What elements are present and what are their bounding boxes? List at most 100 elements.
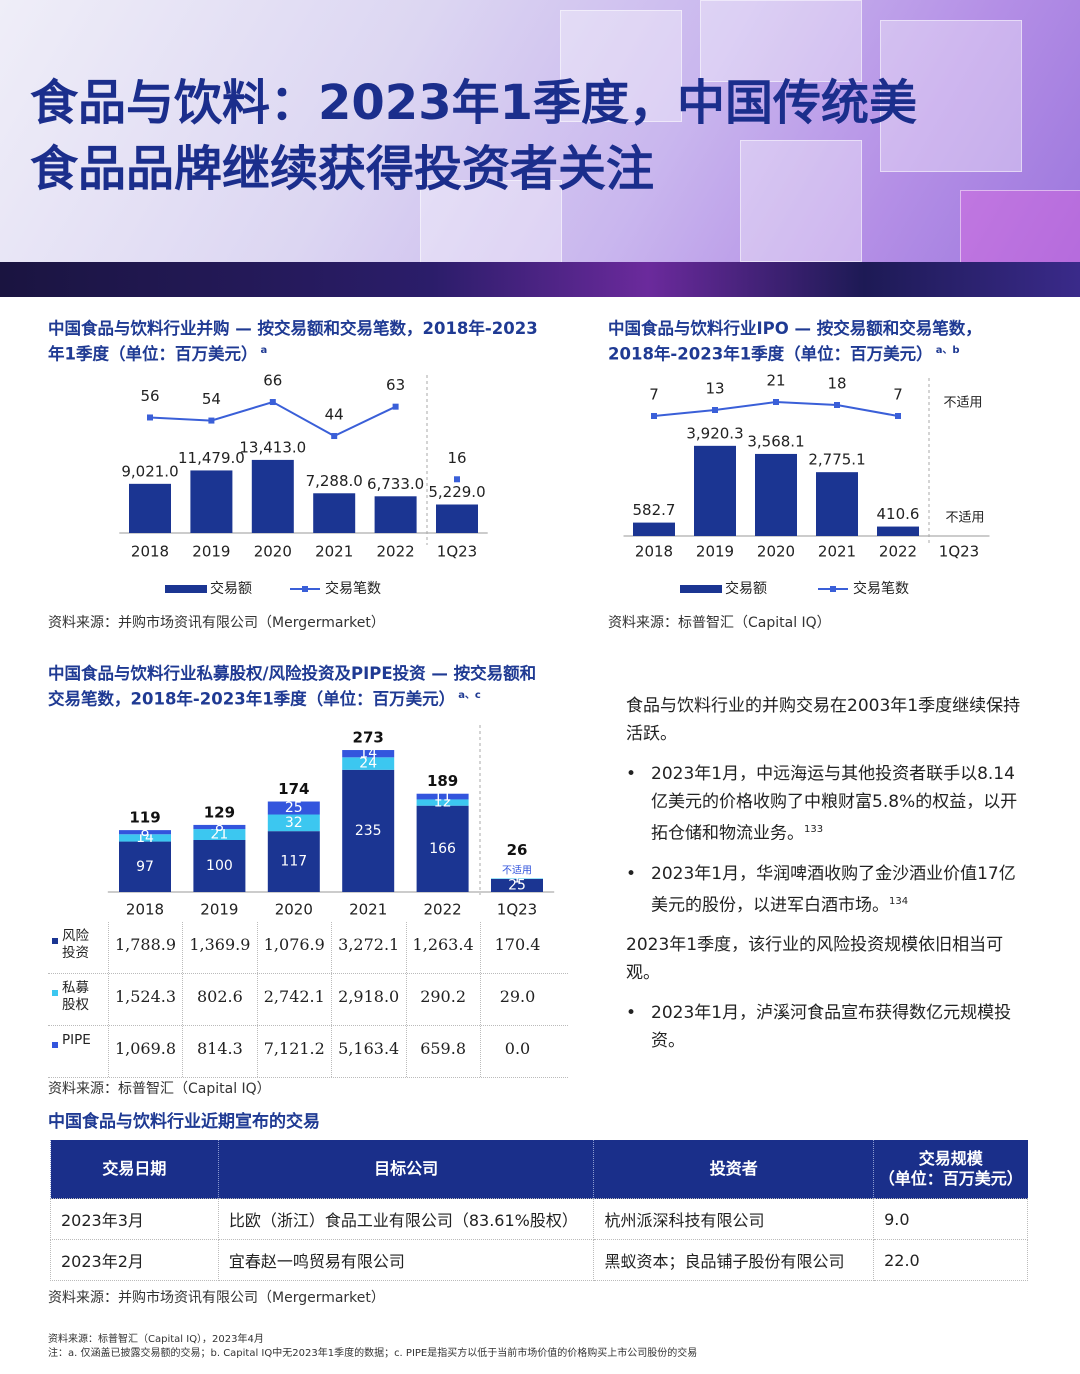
- x-tick-label: 2022: [424, 901, 462, 919]
- marker: [392, 403, 399, 410]
- x-tick-label: 2022: [377, 543, 415, 561]
- header-cell: 交易规模 （单位：百万美元）: [873, 1140, 1028, 1199]
- cell: 659.8: [405, 1026, 480, 1077]
- cell: 黑蚁资本；良品铺子股份有限公司: [593, 1239, 875, 1281]
- x-tick-label: 2021: [315, 543, 353, 561]
- bar: [374, 496, 417, 533]
- cell: 杭州派深科技有限公司: [593, 1198, 875, 1240]
- decoration: [880, 20, 1022, 172]
- value-label: 11,479.0: [178, 449, 245, 467]
- value-label: 3,568.1: [747, 432, 804, 450]
- decoration: [560, 10, 682, 122]
- value-label: 14: [359, 746, 377, 762]
- value-label: 410.6: [877, 505, 920, 523]
- footnote-ref: a、b: [935, 345, 960, 356]
- header-cell: 交易日期: [50, 1140, 219, 1199]
- x-tick-label: 2019: [696, 543, 734, 561]
- chart-title-text: 中国食品与饮料行业私募股权/风险投资及PIPE投资 — 按交易额和交易笔数，20…: [48, 664, 537, 709]
- cell: 1,076.9: [256, 922, 331, 973]
- marker: [895, 413, 901, 419]
- cell: 1,263.4: [405, 922, 480, 973]
- value-label: 100: [206, 858, 233, 874]
- cell: 802.6: [182, 974, 256, 1025]
- value-label: 不适用: [502, 864, 532, 876]
- header-cell: 目标公司: [217, 1140, 594, 1199]
- legend-swatch: [52, 1042, 58, 1048]
- marker: [773, 399, 779, 405]
- value-label: 不适用: [943, 396, 982, 411]
- marker: [269, 399, 276, 406]
- bullet-text: 2023年1月，中远海运与其他投资者联手以8.14亿美元的价格收购了中粮财富5.…: [651, 764, 1018, 844]
- cell: 2,918.0: [331, 974, 405, 1025]
- value-label: 44: [325, 406, 344, 424]
- row: 2023年3月 比欧（浙江）食品工业有限公司（83.61%股权） 杭州派深科技有…: [50, 1198, 1028, 1240]
- marker: [208, 417, 215, 424]
- bar-segment: [267, 814, 320, 832]
- footnote-ref: 133: [804, 824, 824, 835]
- cell: 3,272.1: [331, 922, 405, 973]
- total-label: 189: [427, 772, 458, 790]
- value-label: 7: [893, 386, 903, 404]
- value-label: 8: [141, 824, 150, 840]
- cell: 宜春赵一鸣贸易有限公司: [217, 1239, 595, 1281]
- cell: 7,121.2: [256, 1026, 331, 1077]
- cell: 290.2: [405, 974, 480, 1025]
- marker: [651, 413, 657, 419]
- value-label: 117: [280, 854, 307, 870]
- table-row: 风险投资 1,788.9 1,369.9 1,076.9 3,272.1 1,263.4 1…: [48, 922, 568, 974]
- cell: 814.3: [182, 1026, 256, 1077]
- cell: 1,069.8: [108, 1026, 182, 1077]
- notes: 资料来源：标普智汇（Capital IQ），2023年4月 注：a. 仅涵盖已披…: [48, 1333, 697, 1361]
- x-tick-label: 2018: [131, 543, 169, 561]
- decoration: [700, 0, 862, 82]
- bar-segment: [119, 841, 171, 892]
- x-tick-label: 2020: [254, 543, 292, 561]
- chart-title-text: 中国食品与饮料行业IPO — 按交易额和交易笔数，2018年-2023年1季度（…: [608, 319, 982, 364]
- source: 资料来源：并购市场资讯有限公司（Mergermarket）: [48, 615, 385, 631]
- page-title: 食品与饮料：2023年1季度，中国传统美 食品品牌继续获得投资者关注: [30, 70, 917, 202]
- bar: [436, 504, 478, 533]
- marker: [331, 433, 338, 440]
- total-label: 174: [278, 780, 309, 798]
- value-label: 56: [140, 387, 159, 405]
- bullet-text: 2023年1月，华润啤酒收购了金沙酒业价值17亿美元的股份，以进军白酒市场。: [651, 863, 1016, 916]
- bar: [877, 526, 919, 536]
- value-label: 21: [210, 827, 228, 843]
- note: 注：a. 仅涵盖已披露交易额的交易；b. Capital IQ中无2023年1季…: [48, 1348, 698, 1359]
- value-label: 2,775.1: [808, 451, 865, 469]
- total-label: 273: [353, 729, 384, 747]
- value-label: 166: [429, 841, 456, 857]
- value-label: 11: [434, 789, 452, 805]
- bar-segment: [416, 805, 469, 892]
- value-label: 18: [827, 375, 846, 393]
- row-label: 风险投资: [62, 928, 89, 961]
- cell: 22.0: [873, 1239, 1028, 1281]
- value-label: 582.7: [633, 501, 676, 519]
- value-label: 3,920.3: [686, 424, 743, 442]
- source: 资料来源：标普智汇（Capital IQ）: [48, 1081, 271, 1097]
- bullet: 2023年1月，中远海运与其他投资者联手以8.14亿美元的价格收购了中粮财富5.…: [626, 760, 1026, 848]
- value-label: 54: [202, 390, 221, 408]
- value-label: 7: [649, 386, 659, 404]
- bar-segment: [119, 830, 171, 835]
- cell: 170.4: [480, 922, 554, 973]
- bar-segment: [416, 799, 469, 806]
- bar-segment: [342, 757, 395, 770]
- bullet: 2023年1月，泸溪河食品宣布获得数亿元规模投资。: [626, 999, 1026, 1055]
- legend-label: 交易额: [210, 580, 252, 597]
- bar-segment: [267, 801, 320, 815]
- header-cell: 投资者: [593, 1140, 874, 1199]
- total-label: 129: [204, 803, 235, 821]
- x-tick-label: 2021: [349, 901, 387, 919]
- legend-label: 交易笔数: [325, 580, 381, 597]
- line: [149, 400, 397, 438]
- header-line: （单位：百万美元）: [878, 1169, 1023, 1188]
- cell: 2023年2月: [50, 1239, 219, 1281]
- deals-table: 交易日期 目标公司 投资者 交易规模 （单位：百万美元） 2023年3月 比欧（浙…: [50, 1140, 1028, 1281]
- chart-title-text: 中国食品与饮料行业并购 — 按交易额和交易笔数，2018年-2023年1季度（单…: [48, 319, 538, 364]
- cell: 1,369.9: [182, 922, 256, 973]
- marker: [147, 414, 153, 421]
- value-label: 8: [215, 819, 224, 835]
- value-label: 24: [359, 756, 377, 772]
